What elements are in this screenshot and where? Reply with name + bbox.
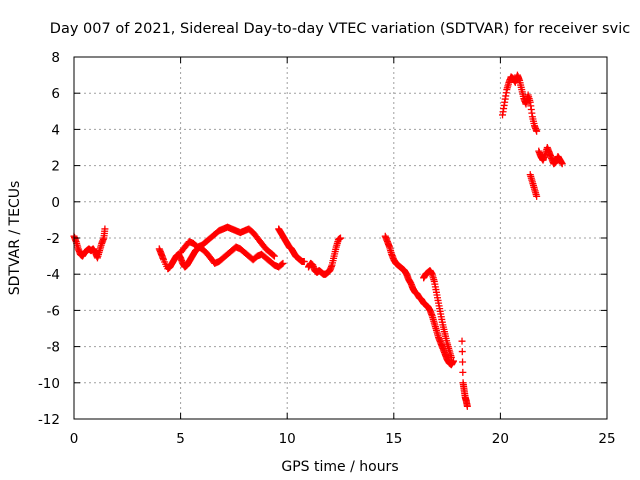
data-point-plus-marker <box>101 225 109 233</box>
axis-ticks: 0 5 10 15 20 25 -12 -10 -8 -6 -4 -2 0 2 4 6 8 <box>38 50 616 447</box>
x-tick-label: 25 <box>598 431 615 447</box>
x-tick-label: 5 <box>176 431 185 447</box>
data-point-plus-marker <box>337 234 344 242</box>
data-point-plus-marker <box>447 353 455 361</box>
chart-title: Day 007 of 2021, Sidereal Day-to-day VTE… <box>50 21 630 37</box>
y-tick-label: 8 <box>51 50 60 66</box>
x-tick-label: 15 <box>385 431 402 447</box>
y-tick-label: -8 <box>47 340 60 356</box>
data-point-plus-marker <box>270 252 278 260</box>
y-tick-label: -6 <box>47 303 60 319</box>
data-point-plus-marker <box>459 368 467 376</box>
x-tick-label: 20 <box>492 431 509 447</box>
data-point-plus-marker <box>449 357 457 365</box>
y-tick-label: 2 <box>51 159 60 175</box>
y-tick-label: 0 <box>51 195 60 211</box>
data-point-plus-marker <box>558 160 566 168</box>
y-tick-label: -12 <box>38 412 60 428</box>
data-point-plus-marker <box>458 348 466 356</box>
data-point-plus-marker <box>458 337 466 345</box>
y-tick-label: -4 <box>47 267 60 283</box>
data-point-plus-marker <box>533 192 541 200</box>
x-tick-label: 10 <box>279 431 296 447</box>
data-point-plus-marker <box>278 260 286 268</box>
y-tick-label: 4 <box>51 122 60 138</box>
y-axis-label: SDTVAR / TECUs <box>7 181 23 296</box>
data-point-plus-marker <box>463 402 471 410</box>
data-points <box>70 71 566 410</box>
x-axis-label: GPS time / hours <box>281 459 398 475</box>
data-point-plus-marker <box>269 251 277 259</box>
data-point-plus-marker <box>533 127 541 135</box>
y-tick-label: -2 <box>47 231 60 247</box>
x-tick-label: 0 <box>70 431 79 447</box>
y-tick-label: 6 <box>51 86 60 102</box>
data-point-plus-marker <box>459 358 467 366</box>
data-point-plus-marker <box>300 258 308 266</box>
data-point-plus-marker <box>279 259 287 267</box>
y-tick-label: -10 <box>38 376 60 392</box>
